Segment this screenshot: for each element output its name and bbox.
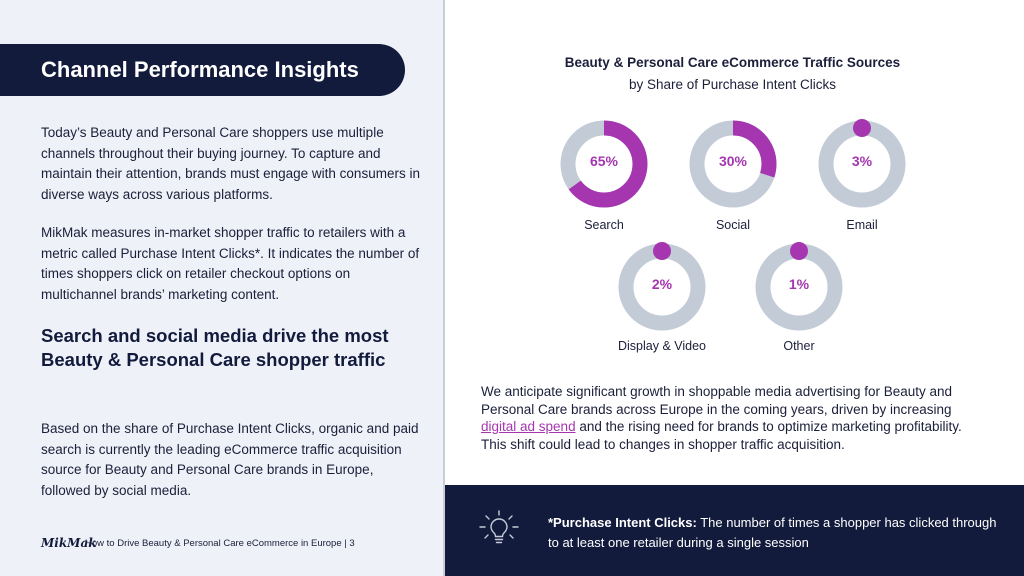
digital-ad-spend-link[interactable]: digital ad spend [481, 419, 576, 434]
donut-other: 1% [754, 242, 844, 332]
donut-svg-display-video [618, 242, 706, 331]
intro-paragraph: Today’s Beauty and Personal Care shopper… [41, 125, 420, 202]
left-panel [0, 0, 443, 576]
panel-divider [443, 0, 445, 576]
footnote-term: *Purchase Intent Clicks: [548, 515, 697, 530]
donut-slice-search [560, 120, 648, 208]
donut-value-social: 30% [718, 153, 748, 169]
donut-value-other: 1% [788, 276, 810, 292]
donut-slice-email [853, 119, 871, 137]
metric-paragraph: MikMak measures in-market shopper traffi… [41, 225, 420, 302]
footnote-bar: *Purchase Intent Clicks: The number of t… [445, 485, 1024, 576]
chart-subtitle: by Share of Purchase Intent Clicks [628, 77, 837, 92]
donut-slice-social [689, 120, 777, 208]
summary-paragraph: Based on the share of Purchase Intent Cl… [41, 421, 419, 498]
donut-svg-other [755, 242, 843, 331]
donut-svg-email [818, 119, 906, 208]
donut-label-email: Email [846, 218, 878, 232]
donut-value-display-video: 2% [651, 276, 673, 292]
note-text-end: and the rising need for brands to optimi… [481, 419, 962, 452]
donut-slice-other [790, 242, 808, 260]
lightbulb-icon [479, 510, 519, 544]
note-text-start: We anticipate significant growth in shop… [481, 384, 953, 417]
brand-logo: MikMak [41, 536, 97, 550]
footnote-definition: The number of times a shopper has clicke… [548, 515, 997, 550]
page-title: Channel Performance Insights [41, 57, 359, 82]
donut-label-search: Search [584, 218, 624, 232]
donut-search: 65% [559, 119, 649, 209]
donut-email: 3% [817, 119, 907, 209]
footer-caption: How to Drive Beauty & Personal Care eCom… [85, 538, 355, 549]
title-banner: Channel Performance Insights [0, 44, 405, 96]
chart-title: Beauty & Personal Care eCommerce Traffic… [564, 55, 901, 70]
section-subheading: Search and social media drive the most B… [41, 325, 389, 370]
donut-label-social: Social [715, 218, 751, 232]
donut-svg-social [689, 120, 777, 208]
outlook-note: We anticipate significant growth in shop… [481, 383, 981, 453]
donut-svg-search [560, 120, 648, 208]
donut-label-other: Other [783, 339, 815, 353]
donut-label-display-video: Display & Video [617, 339, 706, 353]
footnote-text: *Purchase Intent Clicks: The number of t… [548, 513, 998, 553]
donut-social: 30% [688, 119, 778, 209]
donut-value-search: 65% [589, 153, 619, 169]
donut-slice-display-video [653, 242, 671, 260]
donut-display-video: 2% [617, 242, 707, 332]
donut-value-email: 3% [851, 153, 873, 169]
